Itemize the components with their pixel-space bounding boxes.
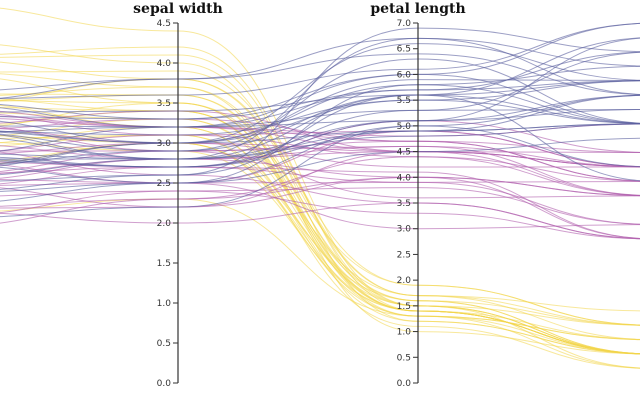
tick-label: 6.0 (397, 70, 412, 80)
series-line-virginica (0, 84, 640, 192)
series-line-virginica (0, 53, 640, 96)
tick-label: 3.5 (397, 199, 411, 209)
tick-label: 1.0 (157, 299, 172, 309)
series-line-versicolor (0, 128, 640, 168)
tick-label: 1.5 (397, 302, 411, 312)
axis-title: sepal width (133, 1, 223, 17)
series-line-setosa (0, 61, 640, 326)
series-line-virginica (0, 123, 640, 160)
series-line-versicolor (0, 130, 640, 184)
tick-label: 2.5 (397, 250, 411, 260)
tick-label: 4.5 (157, 19, 171, 29)
tick-label: 4.0 (397, 173, 412, 183)
series-line-setosa (0, 198, 640, 341)
series-line-versicolor (0, 145, 640, 197)
tick-label: 5.5 (397, 96, 411, 106)
series-line-versicolor (0, 156, 640, 207)
series-line-virginica (0, 94, 640, 184)
tick-label: 6.5 (397, 45, 411, 55)
tick-label: 2.5 (157, 179, 171, 189)
series-line-virginica (0, 108, 640, 168)
axis-title: petal length (370, 1, 465, 17)
series-line-versicolor (0, 182, 640, 230)
tick-label: 1.0 (397, 328, 412, 338)
tick-label: 2.0 (397, 276, 412, 286)
series-line-virginica (0, 99, 640, 136)
tick-label: 0.5 (397, 353, 411, 363)
series-line-versicolor (0, 151, 640, 209)
series-line-setosa (0, 78, 640, 340)
series-line-versicolor (0, 176, 640, 239)
tick-label: 4.0 (157, 59, 172, 69)
tick-label: 5.0 (397, 122, 412, 132)
tick-label: 7.0 (397, 19, 412, 29)
series-line-virginica (0, 51, 640, 133)
tick-label: 0.0 (157, 379, 172, 389)
tick-label: 0.5 (157, 339, 171, 349)
series-line-virginica (0, 27, 640, 190)
tick-label: 3.5 (157, 99, 171, 109)
series-line-virginica (0, 51, 640, 152)
series-line-virginica (0, 125, 640, 218)
series-line-virginica (0, 43, 640, 167)
series-line-setosa (0, 112, 640, 355)
series-line-virginica (0, 37, 640, 160)
tick-label: 0.0 (397, 379, 412, 389)
series-line-virginica (0, 73, 640, 128)
series-line-virginica (0, 65, 640, 144)
series-line-setosa (0, 134, 640, 369)
series-line-virginica (0, 37, 640, 113)
series-line-virginica (0, 80, 640, 176)
axes: 0.0 0.5 1.0 1.5 2.0 2.5 3.0 3.5 4.0 4.5 sepal widt… (133, 1, 465, 389)
series-line-versicolor (0, 134, 640, 182)
series-line-virginica (0, 80, 640, 144)
series-line-virginica (0, 79, 640, 144)
tick-label: 1.5 (157, 259, 171, 269)
tick-label: 3.0 (397, 225, 412, 235)
series-line-virginica (0, 22, 640, 120)
series-line-virginica (0, 37, 640, 160)
series-line-virginica (0, 22, 640, 100)
tick-label: 3.0 (157, 139, 172, 149)
series-line-virginica (0, 94, 640, 152)
tick-label: 4.5 (397, 148, 411, 158)
series-line-virginica (0, 80, 640, 120)
series-line-versicolor (0, 178, 640, 225)
series-lines (0, 7, 640, 369)
series-line-versicolor (0, 187, 640, 225)
series-line-virginica (0, 37, 640, 99)
series-line-virginica (0, 58, 640, 165)
series-line-virginica (0, 94, 640, 182)
series-line-versicolor (0, 190, 640, 240)
series-line-setosa (0, 54, 640, 369)
series-line-setosa (0, 86, 640, 355)
tick-label: 2.0 (157, 219, 172, 229)
series-line-virginica (0, 123, 640, 164)
